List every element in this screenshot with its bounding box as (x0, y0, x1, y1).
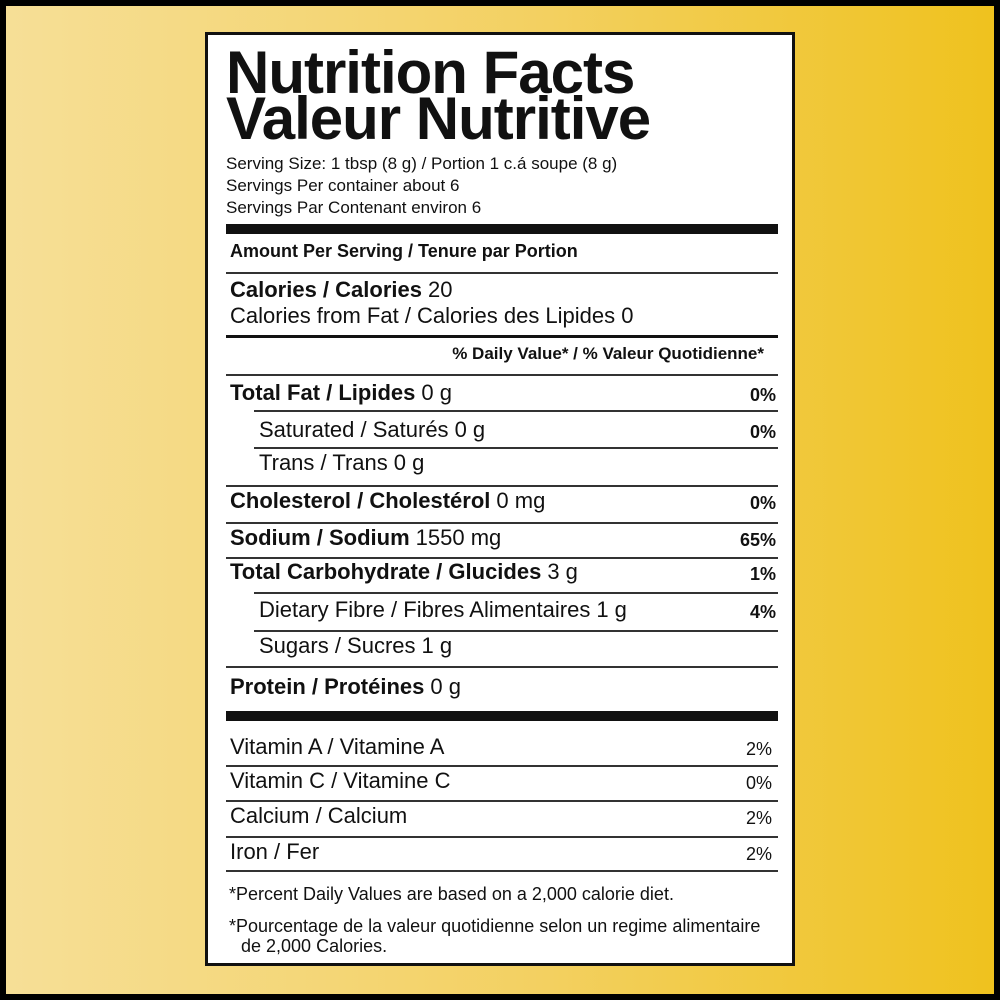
nutrient-amount: 0 g (421, 380, 452, 405)
title: Nutrition Facts (226, 39, 635, 106)
rule (226, 666, 778, 668)
label-panel (205, 32, 795, 966)
serving-text: Servings Per container about 6 (226, 176, 460, 195)
daily-value: 65% (739, 530, 776, 550)
nutrient-label: Saturated / Saturés (259, 417, 449, 442)
daily-value: 1% (749, 564, 776, 584)
rule (226, 374, 778, 376)
title: Valeur Nutritive (226, 85, 651, 152)
rule (254, 592, 778, 594)
nutrient-row: Protein / Protéines 0 g (230, 673, 461, 701)
nutrient-label: Sodium / Sodium (230, 525, 410, 550)
nutrient-label: Dietary Fibre / Fibres Alimentaires (259, 597, 591, 622)
footnote-text: Percent Daily Values are based on a 2,00… (236, 884, 674, 904)
rule (226, 870, 778, 872)
nutrient-row: Sugars / Sucres 1 g (259, 632, 452, 660)
footnote: *Pourcentage de la valeur quotidienne se… (229, 916, 761, 956)
nutrient-row: Total Carbohydrate / Glucides 3 g (230, 558, 578, 586)
nutrient-label: Total Fat / Lipides (230, 380, 416, 405)
rule (226, 557, 778, 559)
calories-from-fat: Calories from Fat / Calories des Lipides… (230, 303, 634, 328)
serving-text: Serving Size: 1 tbsp (8 g) / Portion 1 c… (226, 154, 618, 173)
daily-value: 0% (749, 385, 776, 405)
nutrient-label: Sugars / Sucres (259, 633, 416, 658)
nutrient-label: Cholesterol / Cholestérol (230, 488, 491, 513)
nutrient-amount: 1 g (421, 633, 453, 658)
vitamin-daily-value: 2% (745, 739, 772, 759)
nutrient-amount: 1550 mg (415, 525, 502, 550)
footnote: *Percent Daily Values are based on a 2,0… (229, 884, 674, 904)
rule (226, 765, 778, 767)
nutrient-row: Saturated / Saturés 0 g (259, 416, 485, 444)
calories: Calories / Calories 20 (230, 276, 452, 304)
vitamin-label: Vitamin C / Vitamine C (230, 768, 451, 793)
vitamin-label: Calcium / Calcium (230, 803, 408, 828)
nutrient-label: Protein / Protéines (230, 674, 425, 699)
nutrient-row: Cholesterol / Cholestérol 0 mg (230, 487, 545, 515)
daily-value: 0% (749, 493, 776, 513)
nutrient-amount: 0 g (430, 674, 461, 699)
nutrient-label: Total Carbohydrate / Glucides (230, 559, 542, 584)
rule (226, 800, 778, 802)
calories-amount: 20 (427, 277, 453, 302)
calories-label: Calories / Calories (230, 277, 422, 302)
nutrient-amount: 0 mg (496, 488, 546, 513)
nutrient-amount: 0 g (454, 417, 486, 442)
nutrient-row: Sodium / Sodium 1550 mg (230, 524, 501, 552)
nutrient-amount: 0 g (393, 450, 425, 475)
rule (226, 485, 778, 487)
daily-value-header: % Daily Value* / % Valeur Quotidienne* (452, 344, 764, 363)
nutrient-amount: 1 g (596, 597, 627, 622)
nutrient-label: Trans / Trans (259, 450, 388, 475)
footnote-text: Pourcentage de la valeur quotidienne sel… (236, 916, 761, 956)
vitamin-daily-value: 0% (745, 773, 772, 793)
serving-text: Servings Par Contenant environ 6 (226, 198, 482, 217)
rule (254, 410, 778, 412)
daily-value: 0% (749, 422, 776, 442)
rule (254, 630, 778, 632)
nutrient-row: Trans / Trans 0 g (259, 449, 424, 477)
daily-value: 4% (749, 602, 776, 622)
nutrient-row: Dietary Fibre / Fibres Alimentaires 1 g (259, 596, 627, 624)
rule (226, 522, 778, 524)
nutrient-amount: 3 g (547, 559, 578, 584)
rule (226, 836, 778, 838)
thick-rule (226, 711, 778, 721)
amount-header: Amount Per Serving / Tenure par Portion (230, 241, 578, 261)
vitamin-daily-value: 2% (745, 808, 772, 828)
rule (226, 272, 778, 274)
nutrient-row: Total Fat / Lipides 0 g (230, 379, 452, 407)
rule (254, 447, 778, 449)
thick-rule (226, 224, 778, 234)
vitamin-label: Vitamin A / Vitamine A (230, 734, 445, 759)
medium-rule (226, 335, 778, 338)
vitamin-label: Iron / Fer (230, 839, 320, 864)
vitamin-daily-value: 2% (745, 844, 772, 864)
